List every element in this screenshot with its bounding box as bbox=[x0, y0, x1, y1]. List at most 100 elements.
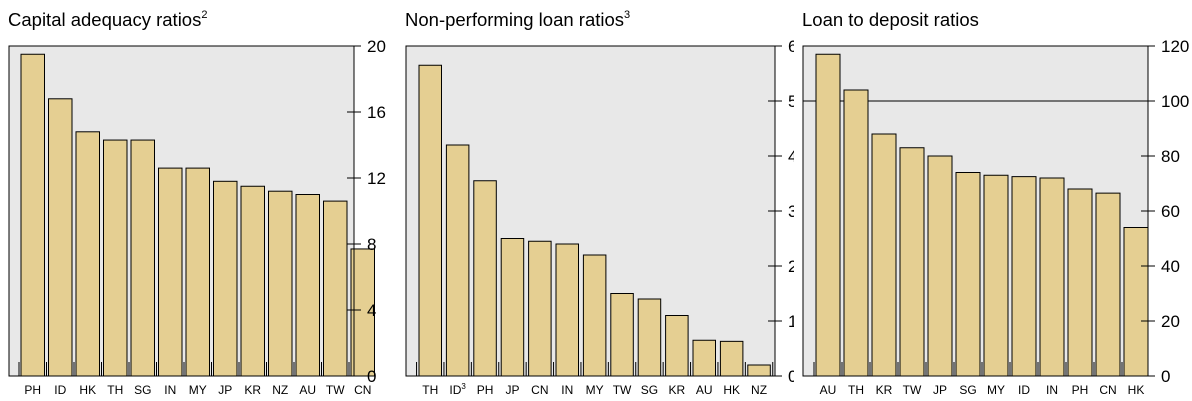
bar-in bbox=[555, 243, 579, 377]
x-tick-label: HK bbox=[1128, 383, 1145, 397]
bar-kr bbox=[240, 185, 265, 377]
x-tick-label: PH bbox=[24, 383, 41, 397]
y-tick-label: 60 bbox=[1161, 202, 1180, 221]
y-tick-label: 3 bbox=[788, 202, 794, 221]
y-tick-label: 40 bbox=[1161, 257, 1180, 276]
y-tick-label: 4 bbox=[367, 301, 376, 320]
chart-panel-loan-to-deposit: Loan to deposit ratios AU TH KR TW JP SG MY ID I… bbox=[794, 0, 1191, 401]
x-tick-label: TW bbox=[326, 383, 345, 397]
bar-nz bbox=[747, 364, 771, 377]
y-tick-label: 0 bbox=[788, 367, 794, 386]
x-tick-label: AU bbox=[820, 383, 837, 397]
x-tick-label: HK bbox=[79, 383, 96, 397]
bar-chart-loan-to-deposit: AU TH KR TW JP SG MY ID IN PH CN HK 0 20 40 60 80 100 120 bbox=[802, 37, 1189, 397]
bar-ph bbox=[20, 53, 45, 377]
bar-ph bbox=[1067, 188, 1093, 377]
y-tick-label: 80 bbox=[1161, 147, 1180, 166]
y-tick-label: 8 bbox=[367, 235, 376, 254]
bar-ph bbox=[473, 180, 497, 377]
bar-my bbox=[983, 174, 1009, 377]
bar-sg bbox=[955, 172, 981, 377]
y-tick-label: 2 bbox=[788, 257, 794, 276]
x-tick-label: TW bbox=[903, 383, 922, 397]
bar-my bbox=[582, 254, 607, 377]
y-tick-label: 5 bbox=[788, 92, 794, 111]
bar-tw bbox=[899, 147, 925, 377]
bar-chart-non-performing-loans: TH ID3 PH JP CN IN MY TW SG KR AU HK NZ 0 1 2 3 4 5 6 bbox=[405, 37, 794, 397]
title-footnote: 2 bbox=[201, 9, 208, 21]
bar-th bbox=[843, 89, 869, 377]
y-tick-label: 6 bbox=[788, 37, 794, 56]
bar-kr bbox=[871, 133, 897, 377]
bar-id bbox=[1011, 176, 1037, 377]
bar-id bbox=[48, 98, 73, 377]
bar-sg bbox=[637, 298, 662, 377]
chart-panel-capital-adequacy: Capital adequacy ratios2 PH ID HK TH SG IN MY J… bbox=[0, 0, 397, 401]
chart-title: Non-performing loan ratios3 bbox=[405, 9, 631, 30]
x-tick-footnote: 3 bbox=[461, 382, 466, 391]
title-footnote: 3 bbox=[624, 9, 631, 21]
x-tick-label: CN bbox=[1099, 383, 1116, 397]
y-tick-label: 0 bbox=[1161, 367, 1170, 386]
x-tick-label: PH bbox=[477, 383, 494, 397]
x-tick-label: ID bbox=[1018, 383, 1030, 397]
bar-cn bbox=[350, 248, 375, 377]
x-tick-label: SG bbox=[134, 383, 151, 397]
y-tick-label: 20 bbox=[1161, 312, 1180, 331]
x-tick-label: AU bbox=[299, 383, 316, 397]
bar-hk bbox=[75, 131, 100, 377]
bar-jp bbox=[213, 180, 238, 377]
x-tick-label: IN bbox=[1046, 383, 1058, 397]
x-tick-label: IN bbox=[561, 383, 573, 397]
x-tick-label: JP bbox=[505, 383, 519, 397]
x-tick-label: SG bbox=[641, 383, 658, 397]
y-tick-label: 20 bbox=[367, 37, 386, 56]
x-tick-label: TH bbox=[107, 383, 123, 397]
bar-kr bbox=[665, 315, 689, 377]
bar-nz bbox=[268, 190, 293, 377]
bar-au bbox=[815, 53, 841, 377]
x-tick-label: MY bbox=[586, 383, 604, 397]
x-tick-label: ID bbox=[54, 383, 66, 397]
y-tick-label: 100 bbox=[1161, 92, 1189, 111]
x-tick-label: SG bbox=[959, 383, 976, 397]
x-tick-label: ID3 bbox=[449, 382, 466, 397]
x-tick-label: TW bbox=[613, 383, 632, 397]
x-tick-label: KR bbox=[669, 383, 686, 397]
bar-my bbox=[185, 167, 210, 377]
plot-border bbox=[8, 45, 355, 377]
x-tick-label: NZ bbox=[272, 383, 288, 397]
y-tick-label: 12 bbox=[367, 169, 386, 188]
y-tick-label: 1 bbox=[788, 312, 794, 331]
x-tick-label: HK bbox=[723, 383, 740, 397]
bar-cn bbox=[1095, 192, 1121, 377]
bar-jp bbox=[500, 238, 525, 377]
bar-tw bbox=[323, 200, 348, 377]
chart-title: Loan to deposit ratios bbox=[802, 9, 979, 30]
bar-tw bbox=[610, 293, 634, 377]
x-tick-label: IN bbox=[164, 383, 176, 397]
bar-chart-capital-adequacy: PH ID HK TH SG IN MY JP KR NZ AU TW CN0 4 8 12 16 20 bbox=[8, 37, 386, 397]
bar-cn bbox=[528, 240, 552, 377]
bar-hk bbox=[1123, 227, 1149, 377]
x-tick-label: CN bbox=[531, 383, 548, 397]
bar-au bbox=[692, 339, 716, 377]
bar-hk bbox=[719, 340, 744, 377]
bar-th bbox=[103, 139, 128, 377]
x-tick-label: PH bbox=[1072, 383, 1089, 397]
chart-panel-non-performing-loans: Non-performing loan ratios3 TH ID3 PH JP CN I… bbox=[397, 0, 794, 401]
x-tick-label: JP bbox=[933, 383, 947, 397]
bar-sg bbox=[130, 139, 155, 377]
y-tick-label: 4 bbox=[788, 147, 794, 166]
x-tick-label: KR bbox=[244, 383, 261, 397]
bar-in bbox=[158, 167, 183, 377]
x-tick-label: AU bbox=[696, 383, 713, 397]
x-tick-label: CN bbox=[354, 383, 371, 397]
bar-in bbox=[1039, 177, 1065, 377]
x-tick-label: NZ bbox=[751, 383, 767, 397]
x-tick-label: TH bbox=[848, 383, 864, 397]
bar-th bbox=[418, 64, 442, 377]
x-tick-label: TH bbox=[422, 383, 438, 397]
x-tick-label: KR bbox=[876, 383, 893, 397]
x-tick-label: MY bbox=[189, 383, 207, 397]
